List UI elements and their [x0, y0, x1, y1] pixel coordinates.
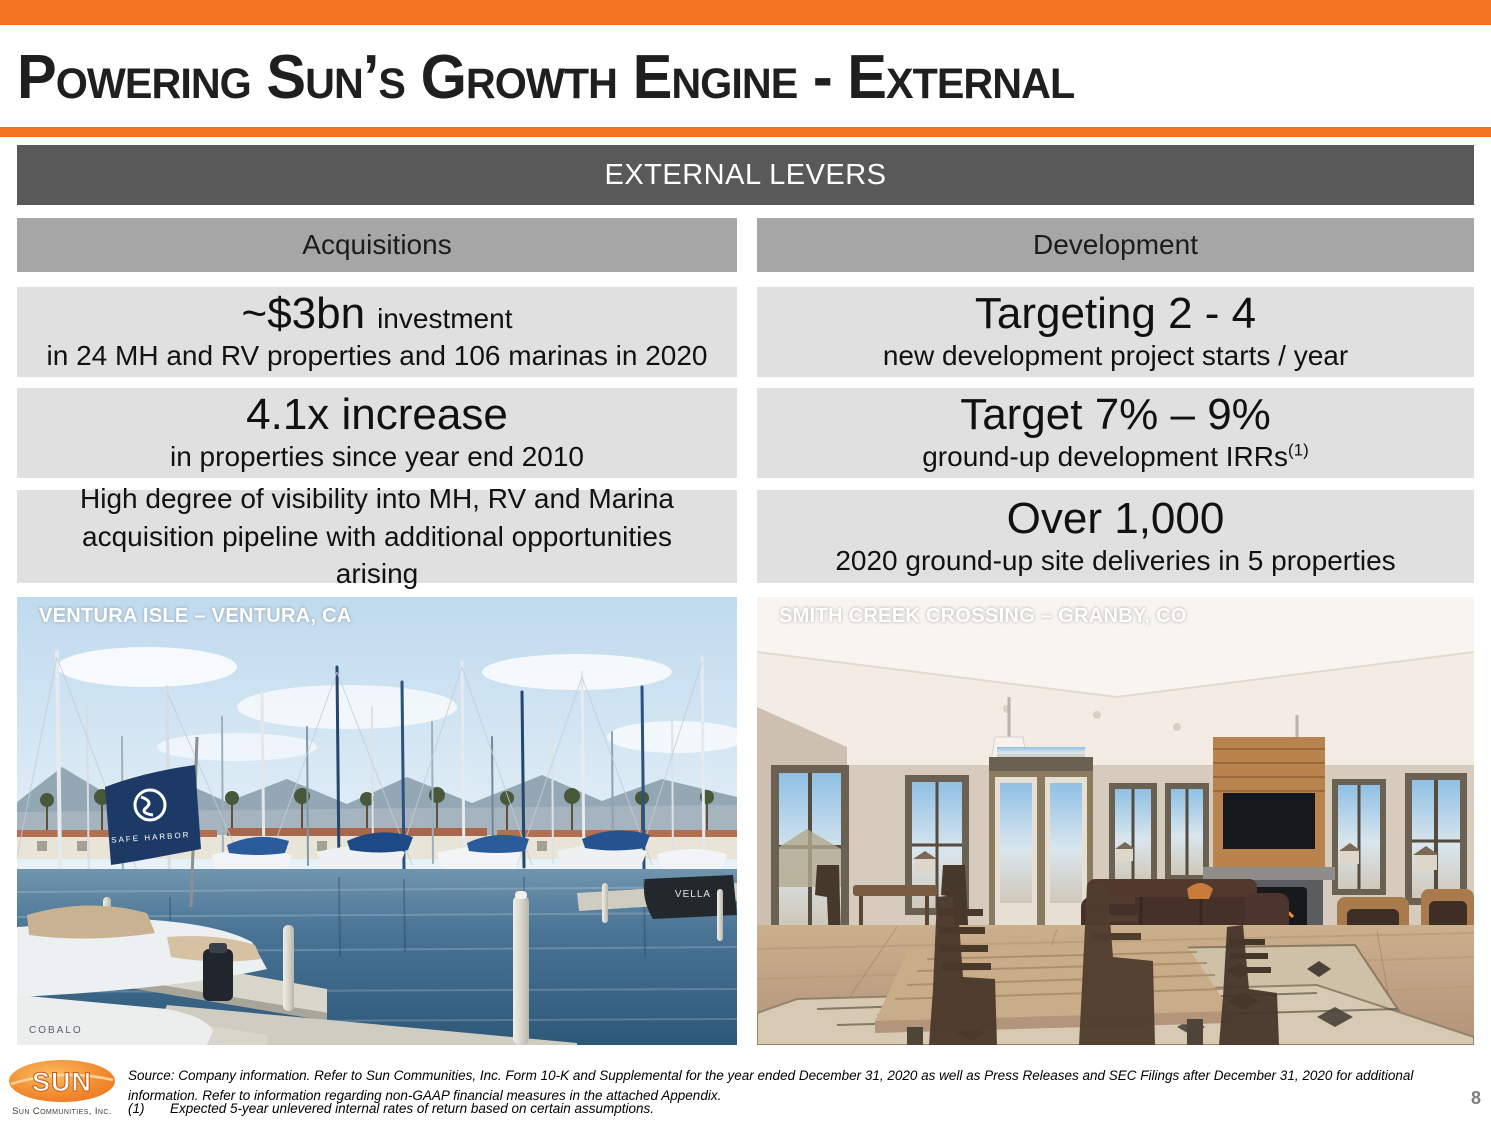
clubhouse-photo-caption: SMITH CREEK CROSSING – GRANBY, CO — [779, 605, 1187, 627]
top-accent-bar — [0, 0, 1491, 25]
title-underline-rule — [0, 127, 1491, 137]
stat-box-pipeline: High degree of visibility into MH, RV an… — [17, 483, 737, 589]
stat-headline: ~$3bn investment — [242, 289, 513, 338]
development-label: Development — [1033, 229, 1198, 260]
french-doors — [989, 747, 1093, 949]
clubhouse-illustration — [757, 597, 1474, 1045]
stat-box-project-starts: Targeting 2 - 4 new development project … — [757, 287, 1474, 377]
window — [1405, 773, 1467, 905]
marina-photo-caption: VENTURA ISLE – VENTURA, CA — [39, 605, 352, 627]
dining-chair — [1219, 925, 1279, 1045]
column-header-acquisitions: Acquisitions — [17, 218, 737, 272]
dining-chair — [1079, 883, 1155, 1045]
window — [1332, 779, 1386, 895]
source-disclosure: Source: Company information. Refer to Su… — [128, 1068, 1414, 1103]
stat-subtext: new development project starts / year — [882, 340, 1349, 372]
stat-box-site-deliveries: Over 1,000 2020 ground-up site deliverie… — [757, 490, 1474, 583]
hull-brand-label: COBALO — [29, 1025, 83, 1036]
footnote-marker: (1) — [128, 1101, 145, 1116]
boat-stern-label: VELLA — [675, 889, 711, 900]
stat-subtext: in 24 MH and RV properties and 106 marin… — [46, 340, 708, 372]
stat-text: High degree of visibility into MH, RV an… — [80, 482, 674, 590]
column-header-development: Development — [757, 218, 1474, 272]
stat-suffix: investment — [377, 303, 513, 335]
window — [1109, 783, 1157, 887]
stat-value: ~$3bn — [241, 289, 366, 339]
footnote-1: (1) Expected 5-year unlevered internal ra… — [128, 1101, 1328, 1116]
stat-subtext: in properties since year end 2010 — [169, 441, 585, 473]
dining-chair — [929, 895, 997, 1045]
stat-box-investment: ~$3bn investment in 24 MH and RV properti… — [17, 287, 737, 377]
company-logo: SUN Sun Communities, Inc. — [5, 1058, 123, 1118]
sun-logo-subtext: Sun Communities, Inc. — [12, 1106, 112, 1117]
page-number: 8 — [1470, 1088, 1481, 1108]
stat-subtext: 2020 ground-up site deliveries in 5 prop… — [835, 544, 1396, 576]
footnote-text: Expected 5-year unlevered internal rates… — [170, 1101, 655, 1116]
stat-value: Targeting 2 - 4 — [974, 289, 1257, 339]
window — [1165, 783, 1209, 881]
marina-photo: VELLA COBALO SAFE HARBOR VENTURA ISLE – … — [17, 597, 737, 1045]
stat-subtext: ground-up development IRRs(1) — [922, 441, 1309, 473]
sun-logo: SUN Sun Communities, Inc. — [9, 1060, 115, 1117]
stat-box-target-irr: Target 7% – 9% ground-up development IRR… — [757, 388, 1474, 478]
footnote-ref: (1) — [1287, 441, 1309, 461]
sun-logo-text: SUN — [32, 1067, 92, 1097]
stat-value: Over 1,000 — [1006, 493, 1225, 543]
external-levers-label: EXTERNAL LEVERS — [604, 158, 887, 191]
acquisitions-label: Acquisitions — [302, 229, 452, 260]
page-title: Powering Sun’s Growth Engine - External — [17, 43, 1075, 112]
marina-illustration: VELLA COBALO SAFE HARBOR — [17, 597, 737, 1045]
clubhouse-photo: SMITH CREEK CROSSING – GRANBY, CO — [757, 597, 1474, 1045]
external-levers-header: EXTERNAL LEVERS — [17, 145, 1474, 205]
stat-value: 4.1x increase — [246, 390, 508, 440]
stat-value: Target 7% – 9% — [960, 390, 1271, 440]
stat-box-increase: 4.1x increase in properties since year e… — [17, 388, 737, 478]
